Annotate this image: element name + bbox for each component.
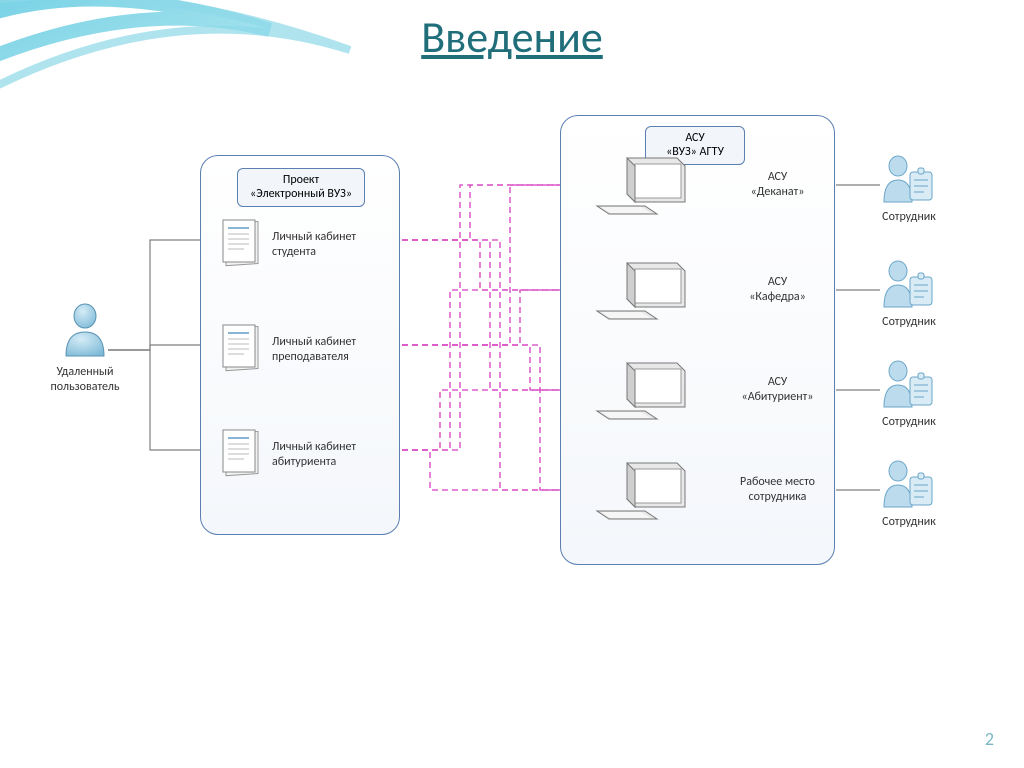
asu-label-2: АСУ«Кафедра» — [730, 275, 825, 305]
asu-label-1-text: АСУ«Деканат» — [751, 170, 805, 199]
project-group-title: Проект«Электронный ВУЗ» — [237, 168, 365, 207]
doc-icon-3 — [222, 428, 264, 480]
computer-icon-2 — [595, 259, 691, 325]
doc-icon-2 — [222, 323, 264, 375]
doc-label-3-text: Личный кабинетабитуриента — [272, 440, 356, 469]
user-label-text: Удаленныйпользователь — [50, 365, 119, 394]
doc-label-1-text: Личный кабинетстудента — [272, 230, 356, 259]
asu-label-3: АСУ«Абитуриент» — [730, 375, 825, 405]
asu-label-3-text: АСУ«Абитуриент» — [742, 375, 814, 404]
staff-label-2-text: Сотрудник — [882, 315, 936, 329]
computer-icon-3 — [595, 359, 691, 425]
computer-icon-1 — [595, 154, 691, 220]
staff-label-2: Сотрудник — [873, 315, 945, 330]
asu-label-2-text: АСУ«Кафедра» — [749, 275, 806, 304]
user-label: Удаленныйпользователь — [35, 365, 135, 395]
doc-label-2-text: Личный кабинетпреподавателя — [272, 335, 356, 364]
staff-label-1-text: Сотрудник — [882, 210, 936, 224]
staff-icon-2 — [880, 259, 936, 311]
staff-label-3-text: Сотрудник — [882, 415, 936, 429]
asu-label-4-text: Рабочее местосотрудника — [740, 475, 815, 504]
computer-icon-4 — [595, 459, 691, 525]
staff-label-1: Сотрудник — [873, 210, 945, 225]
staff-label-4: Сотрудник — [873, 515, 945, 530]
staff-label-3: Сотрудник — [873, 415, 945, 430]
diagram-canvas: Проект«Электронный ВУЗ» АСУ«ВУЗ» АГТУ Уд… — [0, 90, 1024, 730]
user-icon — [60, 300, 110, 358]
project-title-text: Проект«Электронный ВУЗ» — [250, 173, 352, 201]
page-number: 2 — [985, 728, 994, 750]
doc-label-3: Личный кабинетабитуриента — [272, 440, 387, 470]
staff-label-4-text: Сотрудник — [882, 515, 936, 529]
doc-icon-1 — [222, 218, 264, 270]
asu-label-4: Рабочее местосотрудника — [725, 475, 830, 505]
connectors — [0, 90, 1024, 730]
staff-icon-1 — [880, 154, 936, 206]
doc-label-2: Личный кабинетпреподавателя — [272, 335, 387, 365]
page-title: Введение — [0, 10, 1024, 64]
staff-icon-3 — [880, 359, 936, 411]
staff-icon-4 — [880, 459, 936, 511]
doc-label-1: Личный кабинетстудента — [272, 230, 387, 260]
asu-label-1: АСУ«Деканат» — [730, 170, 825, 200]
